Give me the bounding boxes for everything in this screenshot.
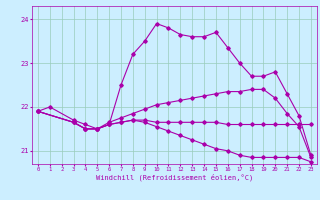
X-axis label: Windchill (Refroidissement éolien,°C): Windchill (Refroidissement éolien,°C) <box>96 174 253 181</box>
